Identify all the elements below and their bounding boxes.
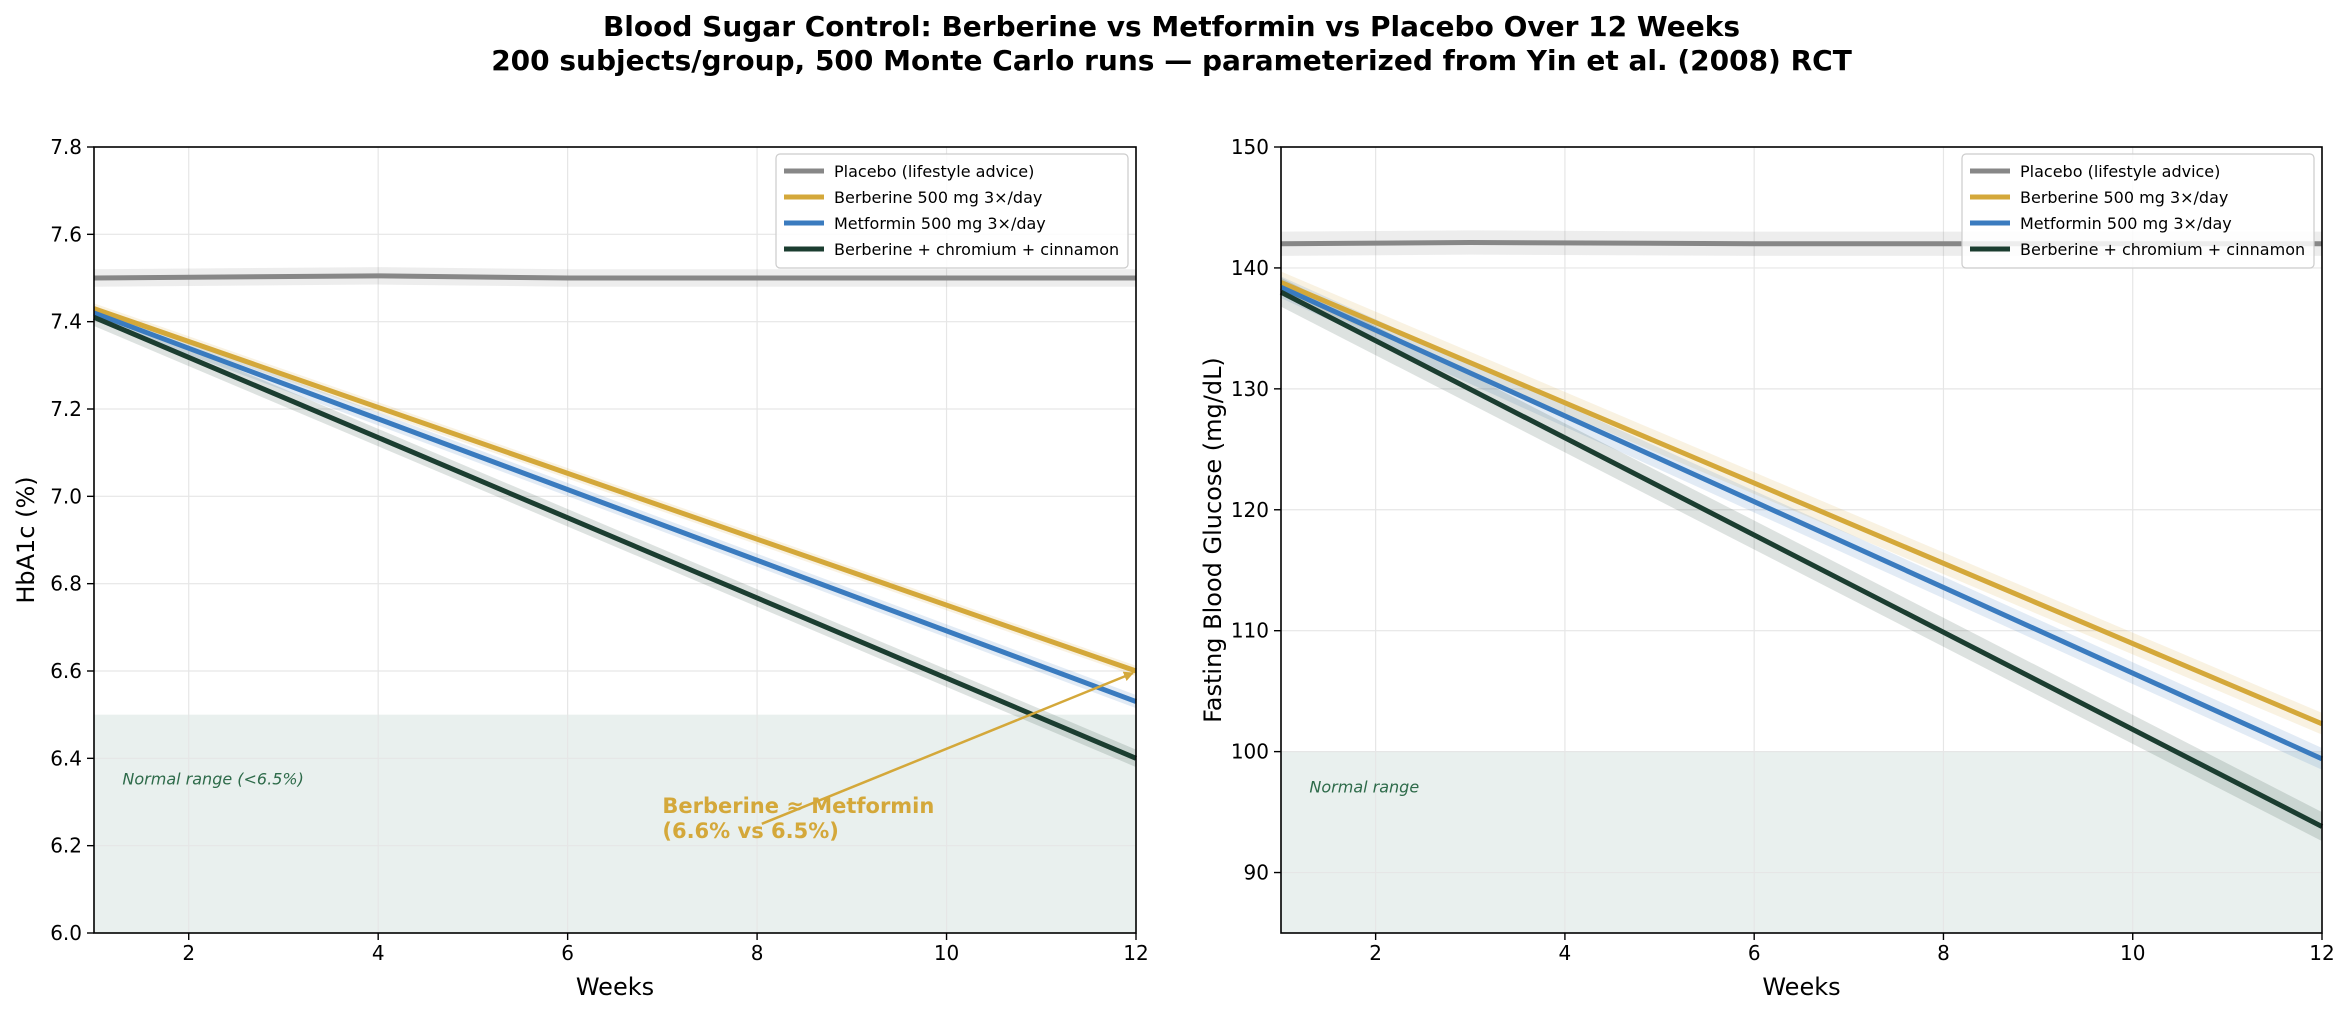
legend: Placebo (lifestyle advice) Berberine 500 … <box>1961 153 2315 269</box>
x-tick-label: 10 <box>934 941 959 965</box>
legend-label-berberine: Berberine 500 mg 3×/day <box>834 188 1042 207</box>
x-tick-label: 2 <box>1369 941 1382 965</box>
normal-range-label: Normal range <box>1309 777 1419 796</box>
plot-frame <box>93 146 1137 934</box>
legend: Placebo (lifestyle advice) Berberine 500 … <box>775 153 1129 269</box>
annotation-text-line1: Berberine ≈ Metformin <box>662 794 934 818</box>
y-tick-label: 7.6 <box>50 222 82 246</box>
y-axis-label: HbA1c (%) <box>12 476 40 603</box>
y-tick-label: 6.8 <box>50 572 82 596</box>
annotation-arrow <box>761 671 1134 825</box>
y-tick-label: 90 <box>1244 861 1269 885</box>
x-tick-label: 12 <box>2309 941 2334 965</box>
chart-panel-1: Normal range (<6.5%) Berberine ≈ Metformi… <box>12 135 1149 1001</box>
legend-box <box>775 153 1129 269</box>
series-line-berberine <box>93 306 1137 674</box>
y-tick-label: 150 <box>1231 135 1269 159</box>
series-line-placebo <box>93 273 1136 281</box>
y-tick-label: 6.6 <box>50 659 82 683</box>
x-tick-label: 2 <box>182 941 195 965</box>
legend-box <box>1961 153 2315 269</box>
legend-label-combo: Berberine + chromium + cinnamon <box>834 240 1119 259</box>
y-tick-label: 6.4 <box>50 746 82 770</box>
x-tick-label: 12 <box>1123 941 1148 965</box>
figure-title-block: Blood Sugar Control: Berberine vs Metfor… <box>0 10 2343 78</box>
x-tick-label: 8 <box>1937 941 1950 965</box>
x-tick-label: 10 <box>2120 941 2145 965</box>
y-tick-label: 7.8 <box>50 135 82 159</box>
x-tick-label: 8 <box>751 941 764 965</box>
normal-range-label: Normal range (<6.5%) <box>122 770 303 789</box>
y-tick-label: 130 <box>1231 377 1269 401</box>
legend-label-placebo: Placebo (lifestyle advice) <box>834 162 1034 181</box>
series-line-berberine <box>1280 280 2323 727</box>
y-tick-label: 7.2 <box>50 397 82 421</box>
series-line-metformin <box>1279 284 2324 762</box>
x-axis-label: Weeks <box>576 973 654 1001</box>
legend-label-metformin: Metformin 500 mg 3×/day <box>834 214 1046 233</box>
y-tick-label: 6.0 <box>50 921 82 945</box>
series-line-combo <box>1279 289 2324 829</box>
figure-subtitle: 200 subjects/group, 500 Monte Carlo runs… <box>491 44 1852 77</box>
legend-label-placebo: Placebo (lifestyle advice) <box>2020 162 2220 181</box>
normal-range-band <box>94 714 1136 933</box>
x-axis-label: Weeks <box>1762 973 1840 1001</box>
normal-range-band <box>1281 751 2322 933</box>
y-tick-label: 140 <box>1231 256 1269 280</box>
annotation-text-line2: (6.6% vs 6.5%) <box>662 819 839 843</box>
y-tick-label: 6.2 <box>50 834 82 858</box>
chart-panel-2: Normal range 2 4 6 8 10 12 90 100 110 120 130 140 150… <box>1199 135 2335 1001</box>
y-tick-label: 100 <box>1231 740 1269 764</box>
y-tick-label: 7.0 <box>50 484 82 508</box>
y-tick-label: 120 <box>1231 498 1269 522</box>
x-tick-label: 4 <box>1559 941 1572 965</box>
legend-label-metformin: Metformin 500 mg 3×/day <box>2020 214 2232 233</box>
y-axis-label: Fasting Blood Glucose (mg/dL) <box>1199 357 1227 723</box>
y-tick-label: 110 <box>1231 619 1269 643</box>
series-line-combo <box>93 314 1137 761</box>
y-tick-label: 7.4 <box>50 310 82 334</box>
legend-label-combo: Berberine + chromium + cinnamon <box>2020 240 2305 259</box>
x-tick-label: 6 <box>1748 941 1761 965</box>
figure-title: Blood Sugar Control: Berberine vs Metfor… <box>602 10 1741 43</box>
x-tick-label: 4 <box>372 941 385 965</box>
series-line-metformin <box>93 310 1137 704</box>
x-tick-label: 6 <box>561 941 574 965</box>
legend-label-berberine: Berberine 500 mg 3×/day <box>2020 188 2228 207</box>
plot-frame <box>1280 146 2323 934</box>
